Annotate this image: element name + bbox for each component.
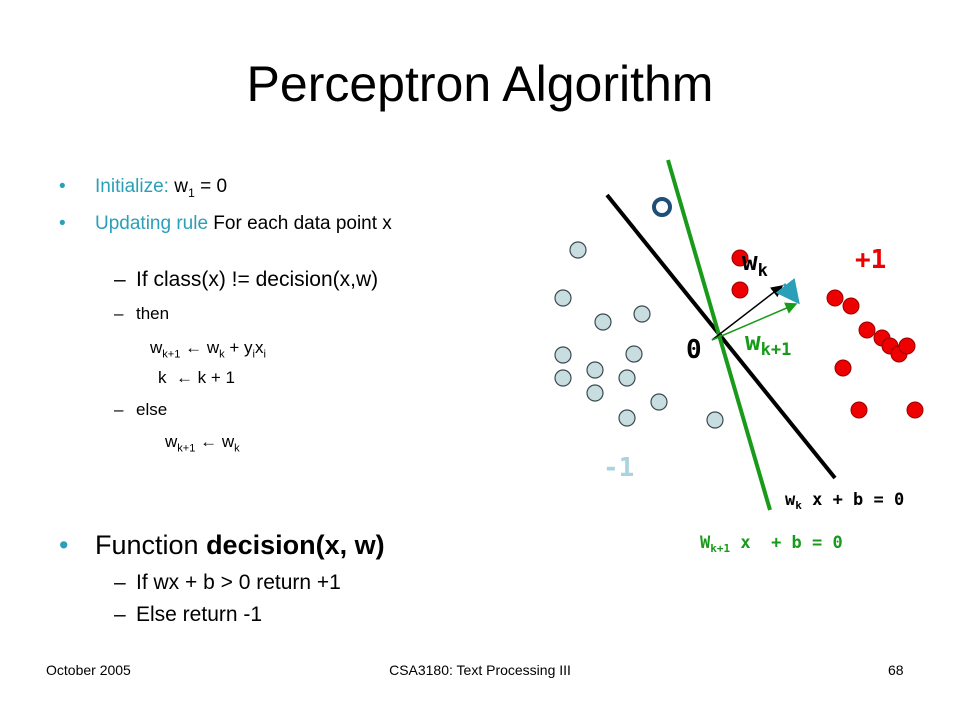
shape [706, 411, 724, 429]
sub-bullet: If class(x) != decision(x,w) [114, 268, 378, 292]
shape [731, 281, 749, 299]
formula: wk+1 ← wk [165, 432, 240, 454]
pos-points [731, 249, 924, 419]
label-line-k: wk x + b = 0 [785, 490, 904, 512]
footer-page: 68 [888, 662, 904, 678]
shape: w [785, 490, 796, 510]
neg-points [554, 241, 724, 429]
footer-date: October 2005 [46, 662, 131, 678]
sub-bullet: then [114, 304, 169, 324]
arrow-wk [711, 285, 784, 341]
text: For each data point x [208, 213, 392, 234]
shape [554, 369, 572, 387]
shape: k+1 [710, 542, 730, 555]
shape [834, 359, 852, 377]
shape [858, 321, 876, 339]
text: Updating rule [95, 213, 209, 234]
shape [586, 384, 604, 402]
shape [906, 401, 924, 419]
shape: x + b = 0 [802, 490, 904, 510]
text: w [150, 338, 163, 357]
sub: 1 [187, 185, 195, 200]
shape [618, 369, 636, 387]
formula: wk+1 ← wk + yixi [150, 338, 266, 360]
shape: x + b = 0 [730, 533, 843, 553]
arrow-update [775, 278, 800, 305]
sub: i [252, 348, 256, 361]
text: w [165, 432, 178, 451]
sub: k [234, 442, 240, 455]
shape [898, 337, 916, 355]
shape: k [758, 261, 768, 281]
bullet: Initialize: w1 = 0 [59, 176, 228, 200]
sub: k+1 [162, 348, 181, 361]
label-wk: wk [742, 247, 768, 281]
title: Perceptron Algorithm [246, 56, 714, 112]
arrow-wk1 [711, 302, 798, 341]
shape [731, 249, 749, 267]
shape [650, 393, 668, 411]
bullet: Function decision(x, w) [59, 530, 385, 561]
shape [633, 305, 651, 323]
text: decision(x, w) [206, 530, 385, 560]
bullet: Updating rule For each data point x [59, 212, 425, 235]
shape [618, 409, 636, 427]
shape: W [700, 533, 711, 553]
sub-bullet: Else return -1 [114, 603, 262, 627]
label-wk1: wk+1 [745, 327, 791, 360]
text: w [174, 176, 188, 197]
label-pos: +1 [855, 245, 886, 275]
text: + y [224, 338, 253, 357]
text: x [255, 338, 264, 357]
shape [554, 289, 572, 307]
text: Initialize: [95, 176, 169, 197]
shape: k+1 [761, 340, 792, 360]
label-neg: -1 [603, 453, 634, 483]
shape [850, 401, 868, 419]
shape [625, 345, 643, 363]
shape: k [795, 499, 802, 512]
shape [586, 361, 604, 379]
sub-bullet: else [114, 400, 167, 420]
shape: w [745, 327, 761, 357]
open-point [652, 197, 672, 217]
shape [569, 241, 587, 259]
sub: i [263, 348, 266, 361]
text: ← w [180, 338, 220, 357]
sub-bullet: If wx + b > 0 return +1 [114, 571, 341, 595]
sub: k+1 [177, 442, 196, 455]
shape [842, 297, 860, 315]
shape [594, 313, 612, 331]
text: ← w [195, 432, 235, 451]
label-line-k1: Wk+1 x + b = 0 [700, 533, 843, 555]
footer-course: CSA3180: Text Processing III [389, 662, 571, 678]
sub: k [219, 348, 225, 361]
shape: w [742, 247, 758, 277]
shape [826, 289, 844, 307]
text: Function [95, 530, 207, 560]
text: = 0 [194, 176, 228, 197]
shape [554, 346, 572, 364]
label-origin: 0 [686, 335, 702, 365]
formula: k ← k + 1 [158, 368, 235, 387]
